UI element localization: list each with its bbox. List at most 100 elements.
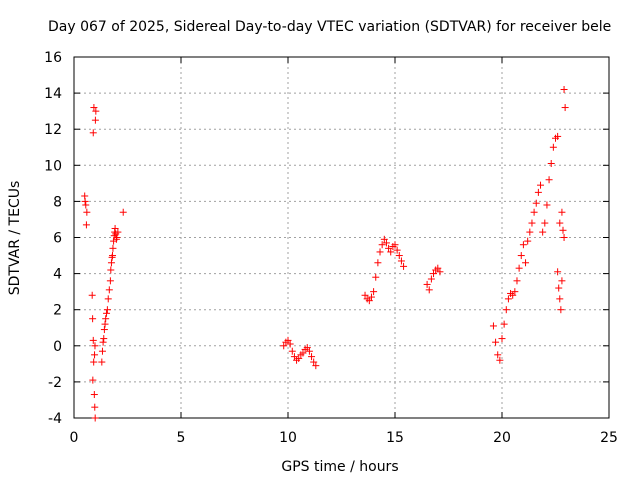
y-tick-label: 16 (44, 50, 62, 66)
x-tick-label: 10 (279, 430, 297, 446)
data-point (103, 309, 111, 317)
axis-ticks (73, 56, 610, 419)
y-axis-label: SDTVAR / TECUs (7, 181, 23, 296)
data-point (511, 288, 519, 296)
data-point (528, 219, 536, 227)
data-point (82, 221, 90, 229)
data-point (312, 362, 320, 370)
x-tick-label: 0 (70, 430, 79, 446)
data-point (100, 326, 108, 334)
data-point (103, 306, 111, 314)
data-point (90, 391, 98, 399)
data-point (543, 201, 551, 209)
data-point (558, 208, 566, 216)
data-point (530, 208, 538, 216)
data-point (305, 347, 313, 355)
data-point (286, 340, 294, 348)
data-point (98, 358, 106, 366)
chart-title: Day 067 of 2025, Sidereal Day-to-day VTE… (48, 19, 611, 35)
data-point (374, 259, 382, 267)
data-point (400, 262, 408, 270)
data-point (554, 268, 562, 276)
data-point (504, 295, 512, 303)
data-point (361, 291, 369, 299)
data-point (559, 226, 567, 234)
data-point (91, 116, 99, 124)
data-point (89, 376, 97, 384)
data-point (549, 143, 557, 151)
data-point (91, 414, 99, 422)
data-point (385, 244, 393, 252)
data-point (376, 248, 384, 256)
data-point (310, 358, 318, 366)
data-point (492, 338, 500, 346)
data-point (280, 342, 288, 350)
data-point (526, 228, 534, 236)
data-point (387, 248, 395, 256)
data-point (425, 286, 433, 294)
data-point (92, 107, 100, 115)
x-tick-label: 20 (493, 430, 511, 446)
data-point (541, 219, 549, 227)
data-point (513, 277, 521, 285)
x-tick-label: 5 (177, 430, 186, 446)
x-tick-label: 15 (386, 430, 404, 446)
data-point (554, 132, 562, 140)
data-point (539, 228, 547, 236)
data-point (555, 284, 563, 292)
data-point (105, 286, 113, 294)
data-point (509, 291, 517, 299)
data-point (367, 293, 375, 301)
data-points (81, 85, 569, 422)
data-point (91, 351, 99, 359)
data-point (378, 241, 386, 249)
x-axis-tick-labels: 0 5 10 15 20 25 (70, 430, 618, 446)
data-point (524, 237, 532, 245)
data-point (372, 273, 380, 281)
data-point (91, 403, 99, 411)
data-point (365, 297, 373, 305)
data-point (397, 257, 405, 265)
data-point (522, 259, 530, 267)
data-point (556, 219, 564, 227)
data-point (517, 252, 525, 260)
data-point (498, 335, 506, 343)
data-point (288, 347, 296, 355)
data-point (102, 315, 110, 323)
y-tick-label: 6 (53, 231, 62, 247)
data-point (106, 277, 114, 285)
y-tick-label: 0 (53, 339, 62, 355)
y-tick-label: 8 (53, 194, 62, 210)
data-point (423, 280, 431, 288)
data-point (90, 358, 98, 366)
y-tick-label: 14 (44, 86, 62, 102)
data-point (99, 338, 107, 346)
y-tick-label: 4 (53, 267, 62, 283)
data-point (114, 228, 122, 236)
y-tick-label: 2 (53, 303, 62, 319)
data-point (88, 291, 96, 299)
data-point (109, 252, 117, 260)
grid-lines (74, 57, 609, 418)
data-point (91, 342, 99, 350)
data-point (500, 320, 508, 328)
data-point (430, 270, 438, 278)
data-point (496, 356, 504, 364)
data-point (295, 354, 303, 362)
data-point (557, 306, 565, 314)
data-point (290, 353, 298, 361)
data-point (119, 208, 127, 216)
data-point (532, 199, 540, 207)
data-point (284, 336, 292, 344)
data-point (547, 159, 555, 167)
data-point (82, 201, 90, 209)
data-point (502, 306, 510, 314)
data-point (303, 344, 311, 352)
data-point (494, 351, 502, 359)
data-point (370, 288, 378, 296)
y-tick-label: 12 (44, 122, 62, 138)
data-point (89, 129, 97, 137)
data-point (436, 268, 444, 276)
data-point (561, 104, 569, 112)
y-tick-label: -2 (48, 375, 62, 391)
